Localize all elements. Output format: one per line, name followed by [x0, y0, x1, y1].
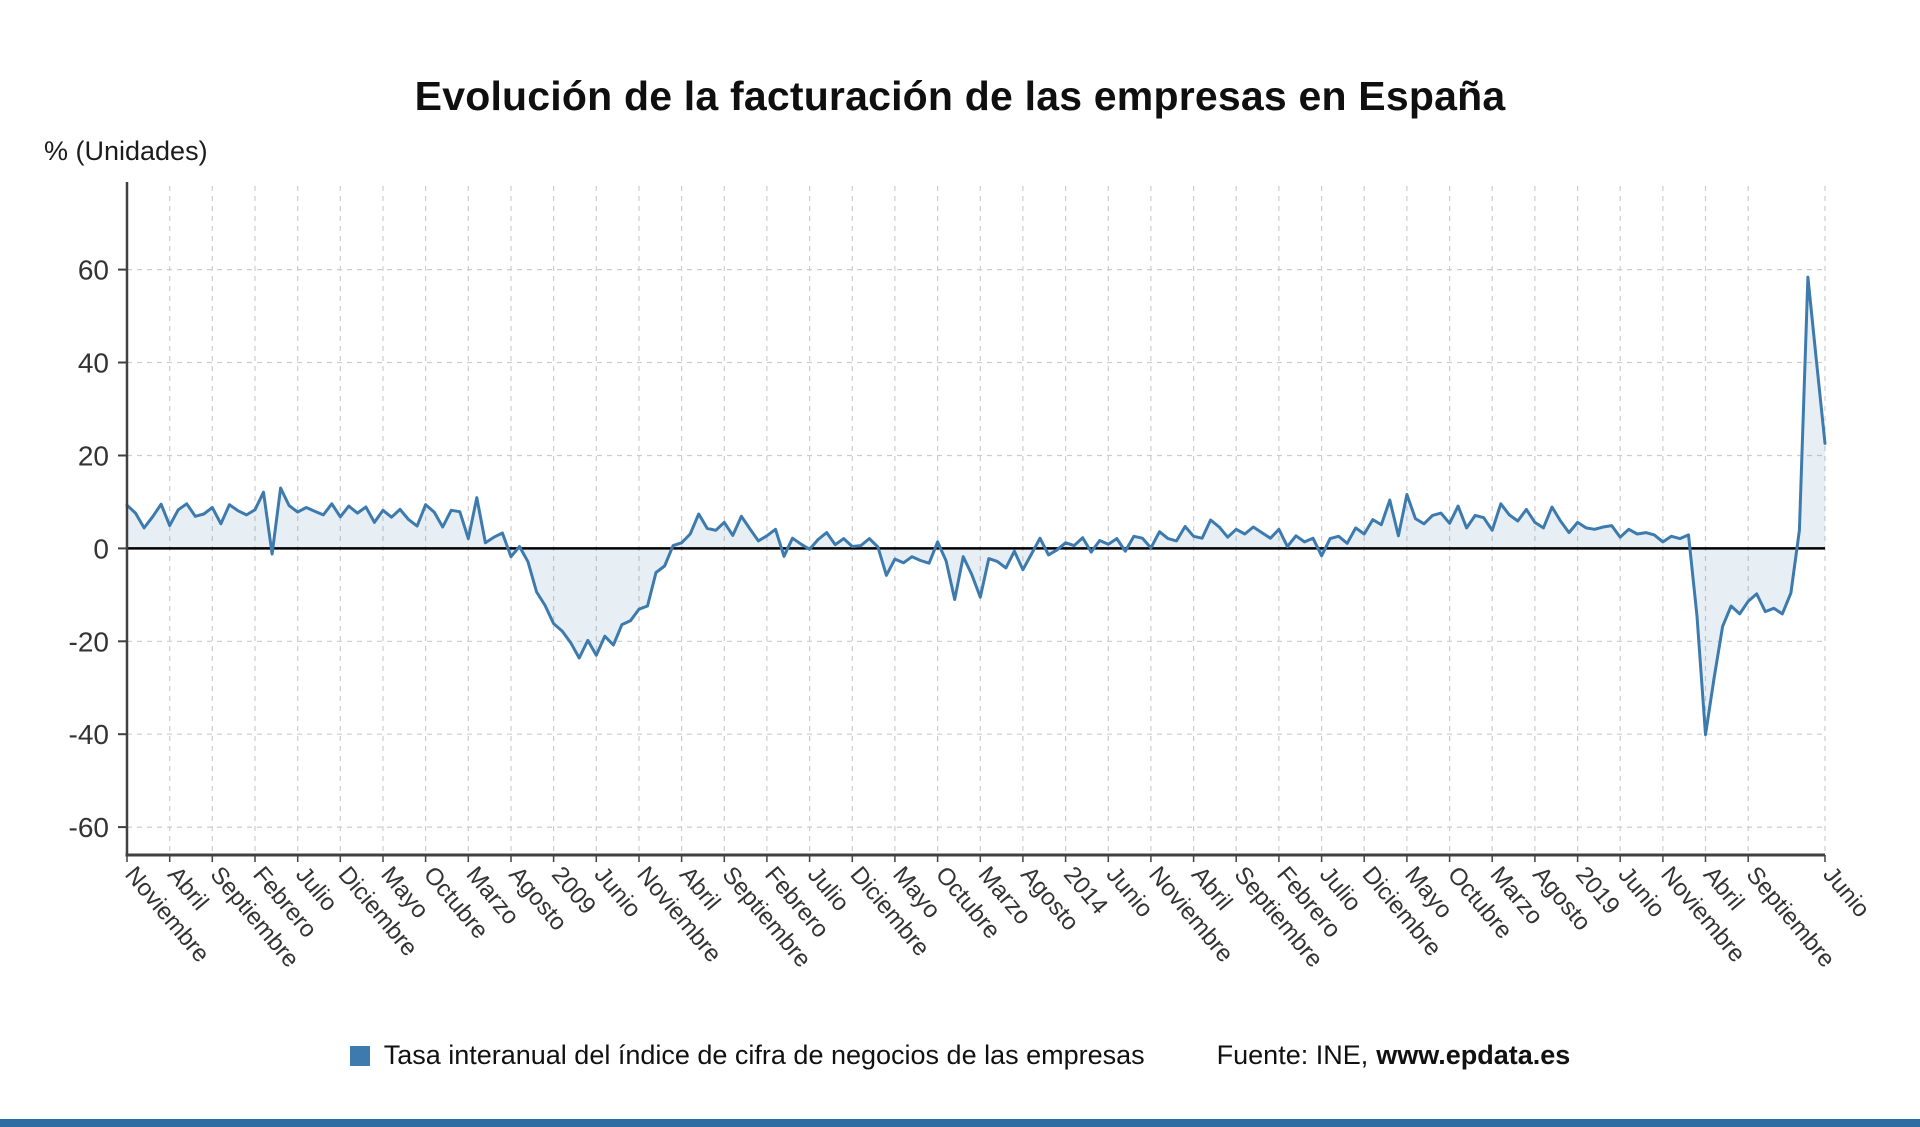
x-tick-label: Junio: [1817, 862, 1875, 923]
y-tick-label: 40: [78, 348, 109, 379]
series-line: [125, 275, 1827, 737]
y-tick-label: -60: [69, 812, 109, 843]
legend-label: Tasa interanual del índice de cifra de n…: [383, 1040, 1145, 1070]
y-tick-label: 0: [93, 533, 109, 564]
source-prefix: Fuente: INE,: [1216, 1040, 1369, 1070]
source-site: www.epdata.es: [1376, 1040, 1571, 1070]
y-tick-label: 20: [78, 441, 109, 472]
x-tick-label: Junio: [589, 862, 647, 923]
y-axis-unit-label: % (Unidades): [44, 136, 208, 166]
source-text: Fuente: INE, www.epdata.es: [1217, 1040, 1571, 1071]
chart-title: Evolución de la facturación de las empre…: [414, 73, 1506, 120]
footer-accent-bar: [0, 1119, 1920, 1127]
y-tick-label: -20: [69, 626, 109, 657]
y-tick-label: 60: [78, 255, 109, 286]
line-chart: -60-40-200204060NoviembreAbrilSeptiembre…: [69, 182, 1875, 973]
y-tick-label: -40: [69, 719, 109, 750]
x-tick-label: Junio: [1101, 862, 1159, 923]
legend-row: Tasa interanual del índice de cifra de n…: [0, 1040, 1920, 1071]
x-tick-label: Junio: [1613, 862, 1671, 923]
legend-marker: [349, 1045, 370, 1066]
series-area: [127, 277, 1825, 735]
